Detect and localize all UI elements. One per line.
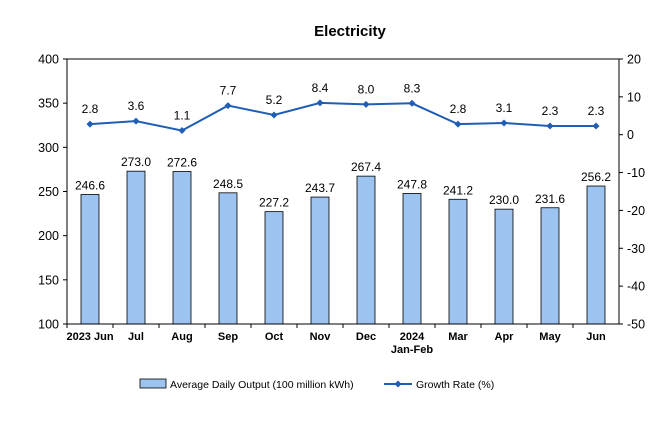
bar-value-label: 256.2	[581, 170, 611, 184]
right-tick-label: 10	[627, 90, 641, 104]
left-tick-label: 350	[38, 97, 59, 111]
line-point	[178, 127, 186, 135]
bar-value-label: 243.7	[305, 181, 335, 195]
bar	[448, 198, 468, 325]
x-tick-label: Aug	[171, 331, 192, 343]
bar	[218, 192, 238, 325]
bar	[172, 171, 192, 325]
line-point	[408, 99, 416, 107]
line-value-label: 3.6	[128, 99, 145, 113]
line-point	[224, 102, 232, 110]
bar-value-label: 247.8	[397, 177, 427, 191]
x-tick-label: Oct	[265, 331, 284, 343]
bar	[494, 208, 514, 325]
right-tick-label: 0	[627, 128, 634, 142]
x-tick-label: Jul	[128, 331, 144, 343]
left-tick-label: 250	[38, 185, 59, 199]
right-tick-label: -20	[627, 204, 645, 218]
bar-series	[80, 170, 606, 325]
line-value-label: 8.4	[312, 81, 329, 95]
x-tick-label: Sep	[218, 331, 238, 343]
axes: 100 150 200 250 300 350 400 -50 -40 -30 -20 -10 0 10 2…	[38, 53, 645, 357]
right-tick-label: -10	[627, 166, 645, 180]
line-point	[270, 111, 278, 119]
bar	[540, 207, 560, 325]
chart-title: Electricity	[314, 23, 386, 40]
x-tick-label: 2024 Jan-Feb	[391, 331, 433, 356]
left-tick-label: 200	[38, 229, 59, 243]
bar-value-label: 231.6	[535, 192, 565, 206]
line-point	[362, 100, 370, 108]
line-point	[546, 122, 554, 130]
line-value-label: 8.0	[358, 82, 375, 96]
line-value-label: 3.1	[496, 101, 513, 115]
legend-bar-label: Average Daily Output (100 million kWh)	[170, 379, 354, 391]
left-tick-label: 400	[38, 53, 59, 67]
growth-line	[89, 101, 596, 132]
legend-line-marker	[394, 380, 402, 388]
bar-value-label: 230.0	[489, 193, 519, 207]
x-tick-label: 2023 Jun	[66, 331, 113, 343]
x-tick-label: May	[539, 331, 561, 343]
bar-value-label: 272.6	[167, 156, 197, 170]
left-tick-label: 300	[38, 141, 59, 155]
line-value-label: 2.8	[82, 102, 99, 116]
legend-line-label: Growth Rate (%)	[416, 379, 494, 391]
bar-value-label: 267.4	[351, 160, 381, 174]
line-value-label: 5.2	[266, 93, 283, 107]
bar	[126, 170, 146, 325]
line-point	[500, 119, 508, 127]
bar	[402, 193, 422, 325]
x-tick-label: Jun	[586, 331, 606, 343]
x-tick-label: Mar	[448, 331, 468, 343]
bar	[310, 196, 330, 325]
bar-value-label: 241.2	[443, 183, 473, 197]
line-value-label: 7.7	[220, 84, 237, 98]
line-point	[132, 117, 140, 125]
right-tick-label: 20	[627, 53, 641, 67]
left-tick-label: 150	[38, 273, 59, 287]
bar	[356, 175, 376, 325]
bar	[80, 194, 100, 325]
line-labels: 2.8 3.6 1.1 7.7 5.2 8.4 8.0 8.3 2.8 3.1 2.3 2.3	[82, 81, 605, 123]
line-value-label: 1.1	[174, 109, 191, 123]
line-point	[454, 120, 462, 128]
legend-bar-swatch	[139, 378, 167, 389]
bar-value-label: 246.6	[75, 179, 105, 193]
bar-value-label: 248.5	[213, 177, 243, 191]
line-value-label: 8.3	[404, 81, 421, 95]
line-value-label: 2.8	[450, 102, 467, 116]
x-tick-label: Dec	[356, 331, 376, 343]
bar-value-label: 227.2	[259, 196, 289, 210]
bar	[264, 211, 284, 325]
bar	[586, 185, 606, 325]
legend: Average Daily Output (100 million kWh) G…	[139, 378, 494, 391]
right-tick-label: -40	[627, 280, 645, 294]
x-tick-label: Apr	[495, 331, 515, 343]
line-point	[316, 99, 324, 107]
x-tick-label: Nov	[310, 331, 332, 343]
left-tick-label: 100	[38, 318, 59, 332]
bar-labels: 246.6 273.0 272.6 248.5 227.2 243.7 267.4 247.8…	[75, 155, 611, 209]
line-value-label: 2.3	[542, 104, 559, 118]
line-point	[86, 120, 94, 128]
right-tick-label: -50	[627, 318, 645, 332]
line-point	[592, 122, 600, 130]
bar-value-label: 273.0	[121, 155, 151, 169]
line-value-label: 2.3	[588, 104, 605, 118]
line-series	[86, 99, 600, 135]
right-tick-label: -30	[627, 242, 645, 256]
